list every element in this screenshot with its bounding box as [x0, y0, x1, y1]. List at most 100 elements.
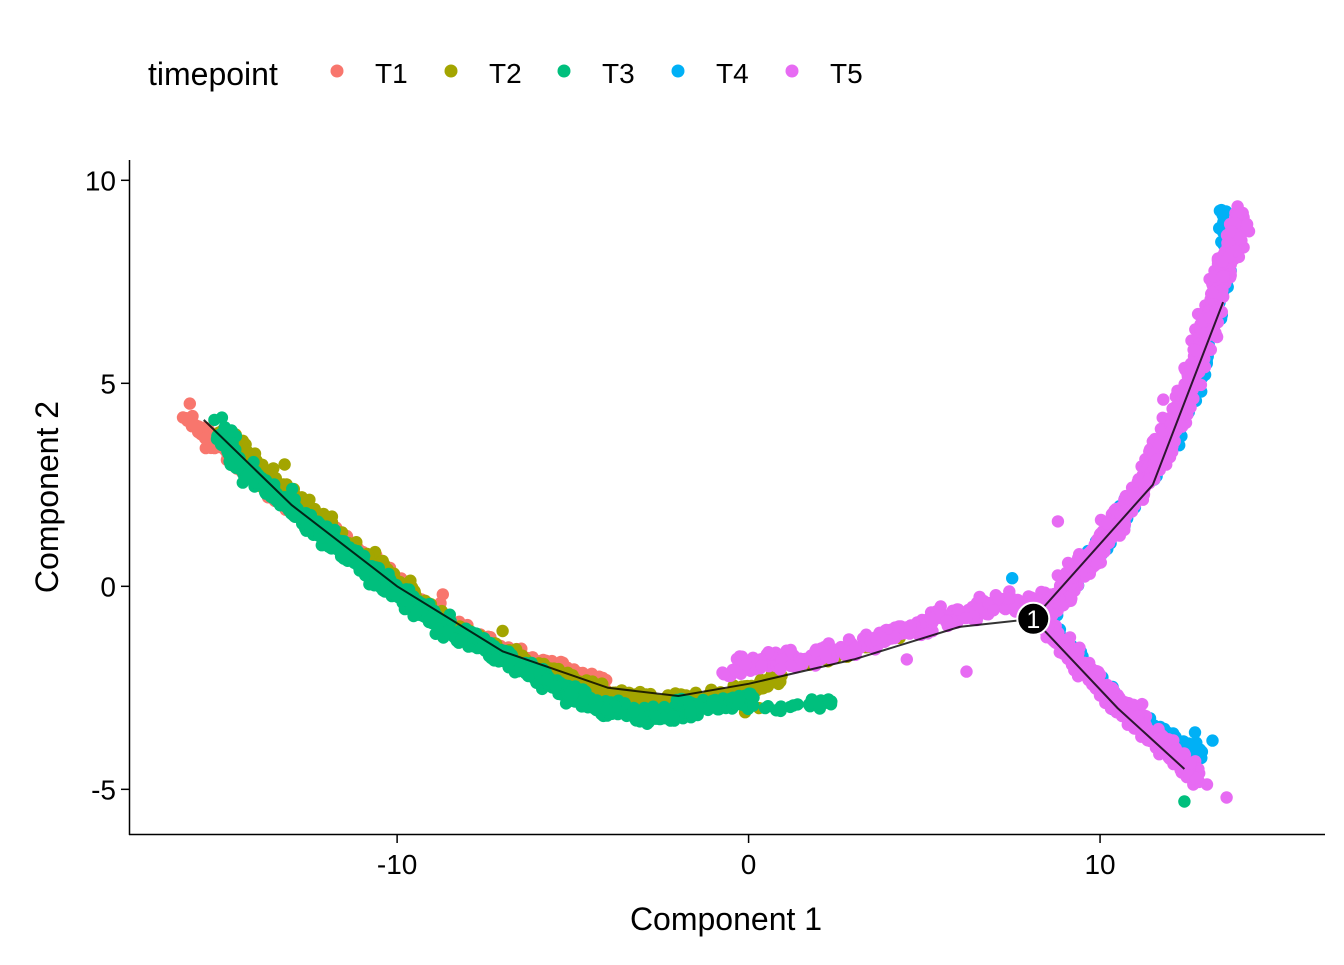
- data-point: [1200, 778, 1214, 791]
- data-point: [939, 615, 953, 628]
- data-point: [747, 699, 760, 712]
- data-point: [208, 413, 221, 427]
- data-point: [454, 634, 468, 648]
- legend-label-T5: T5: [830, 58, 863, 89]
- data-point: [992, 592, 1005, 605]
- data-point: [1051, 515, 1065, 528]
- data-point: [987, 604, 1000, 617]
- branch-points: 1: [1016, 601, 1051, 636]
- data-point: [1101, 517, 1114, 530]
- data-point: [1178, 795, 1191, 808]
- data-point: [1194, 378, 1208, 392]
- data-point: [1157, 393, 1170, 406]
- x-tick-label: -10: [377, 849, 417, 880]
- data-point: [286, 482, 299, 496]
- data-point: [1206, 286, 1219, 299]
- legend-key-T4: [671, 64, 685, 78]
- data-point: [959, 611, 973, 625]
- data-point: [183, 397, 196, 410]
- data-point: [1058, 642, 1071, 655]
- data-point: [1203, 311, 1217, 324]
- data-point: [1184, 756, 1197, 770]
- data-point: [744, 687, 757, 700]
- data-point: [784, 643, 797, 657]
- data-point: [787, 699, 800, 712]
- data-point: [813, 702, 826, 715]
- data-point: [973, 590, 986, 604]
- data-point: [1156, 737, 1170, 750]
- data-point: [1091, 557, 1104, 570]
- data-point: [521, 665, 535, 679]
- branch-point-label: 1: [1026, 606, 1040, 634]
- x-tick-label: 10: [1084, 849, 1115, 880]
- data-point: [211, 429, 224, 443]
- data-point: [227, 449, 240, 462]
- data-point: [426, 612, 439, 625]
- data-point: [904, 619, 917, 632]
- data-point: [1206, 734, 1219, 747]
- data-point: [1217, 270, 1230, 283]
- series-T5: [716, 200, 1256, 804]
- data-point: [729, 665, 743, 678]
- data-point: [822, 693, 835, 706]
- data-point: [880, 634, 893, 647]
- y-tick-label: 10: [85, 165, 116, 196]
- data-point: [189, 418, 202, 432]
- data-point: [532, 664, 545, 677]
- data-point: [274, 499, 287, 512]
- data-point: [627, 705, 640, 718]
- data-point: [1181, 371, 1195, 384]
- legend-key-T3: [557, 64, 571, 78]
- data-point: [564, 686, 577, 699]
- data-point: [900, 653, 913, 666]
- legend-key-T5: [785, 64, 799, 78]
- legend-label-T4: T4: [716, 58, 749, 89]
- data-point: [761, 700, 775, 713]
- data-point: [285, 507, 298, 520]
- data-point: [1066, 656, 1080, 669]
- legend-key-T1: [330, 64, 344, 78]
- y-tick-label: -5: [91, 774, 116, 805]
- data-point: [1234, 231, 1247, 245]
- data-point: [805, 693, 818, 706]
- data-point: [809, 644, 822, 658]
- data-point: [842, 633, 856, 646]
- legend-key-T2: [444, 64, 458, 78]
- data-point: [1216, 255, 1229, 268]
- data-point: [1198, 360, 1212, 374]
- trajectory-main-path: [203, 301, 1225, 698]
- data-point: [399, 593, 413, 607]
- data-point: [1050, 628, 1063, 641]
- data-point: [1098, 691, 1111, 705]
- trajectory-line: [203, 301, 1225, 770]
- data-point: [180, 412, 193, 425]
- data-point: [849, 641, 862, 654]
- data-point: [731, 694, 745, 708]
- data-point: [952, 603, 965, 616]
- data-point: [1204, 343, 1218, 356]
- data-point: [359, 569, 372, 582]
- data-point: [436, 588, 449, 601]
- data-point: [549, 680, 562, 693]
- data-point: [335, 534, 348, 548]
- data-point: [1006, 572, 1019, 585]
- data-point: [1132, 473, 1145, 486]
- data-point: [368, 579, 381, 592]
- data-point: [1220, 791, 1233, 804]
- data-point: [1178, 747, 1191, 760]
- data-point: [431, 622, 444, 635]
- data-point: [496, 624, 509, 638]
- y-axis-label: Component 2: [29, 401, 65, 593]
- data-point: [1089, 676, 1102, 690]
- x-tick-label: 0: [741, 849, 757, 880]
- data-point: [600, 703, 614, 716]
- data-point: [1067, 570, 1080, 584]
- data-point: [1190, 736, 1203, 749]
- data-point: [892, 620, 906, 633]
- legend: timepoint T1 T2 T3 T4 T5: [148, 56, 863, 92]
- y-tick-label: 0: [100, 571, 116, 602]
- data-point: [774, 675, 787, 688]
- data-point: [628, 692, 641, 705]
